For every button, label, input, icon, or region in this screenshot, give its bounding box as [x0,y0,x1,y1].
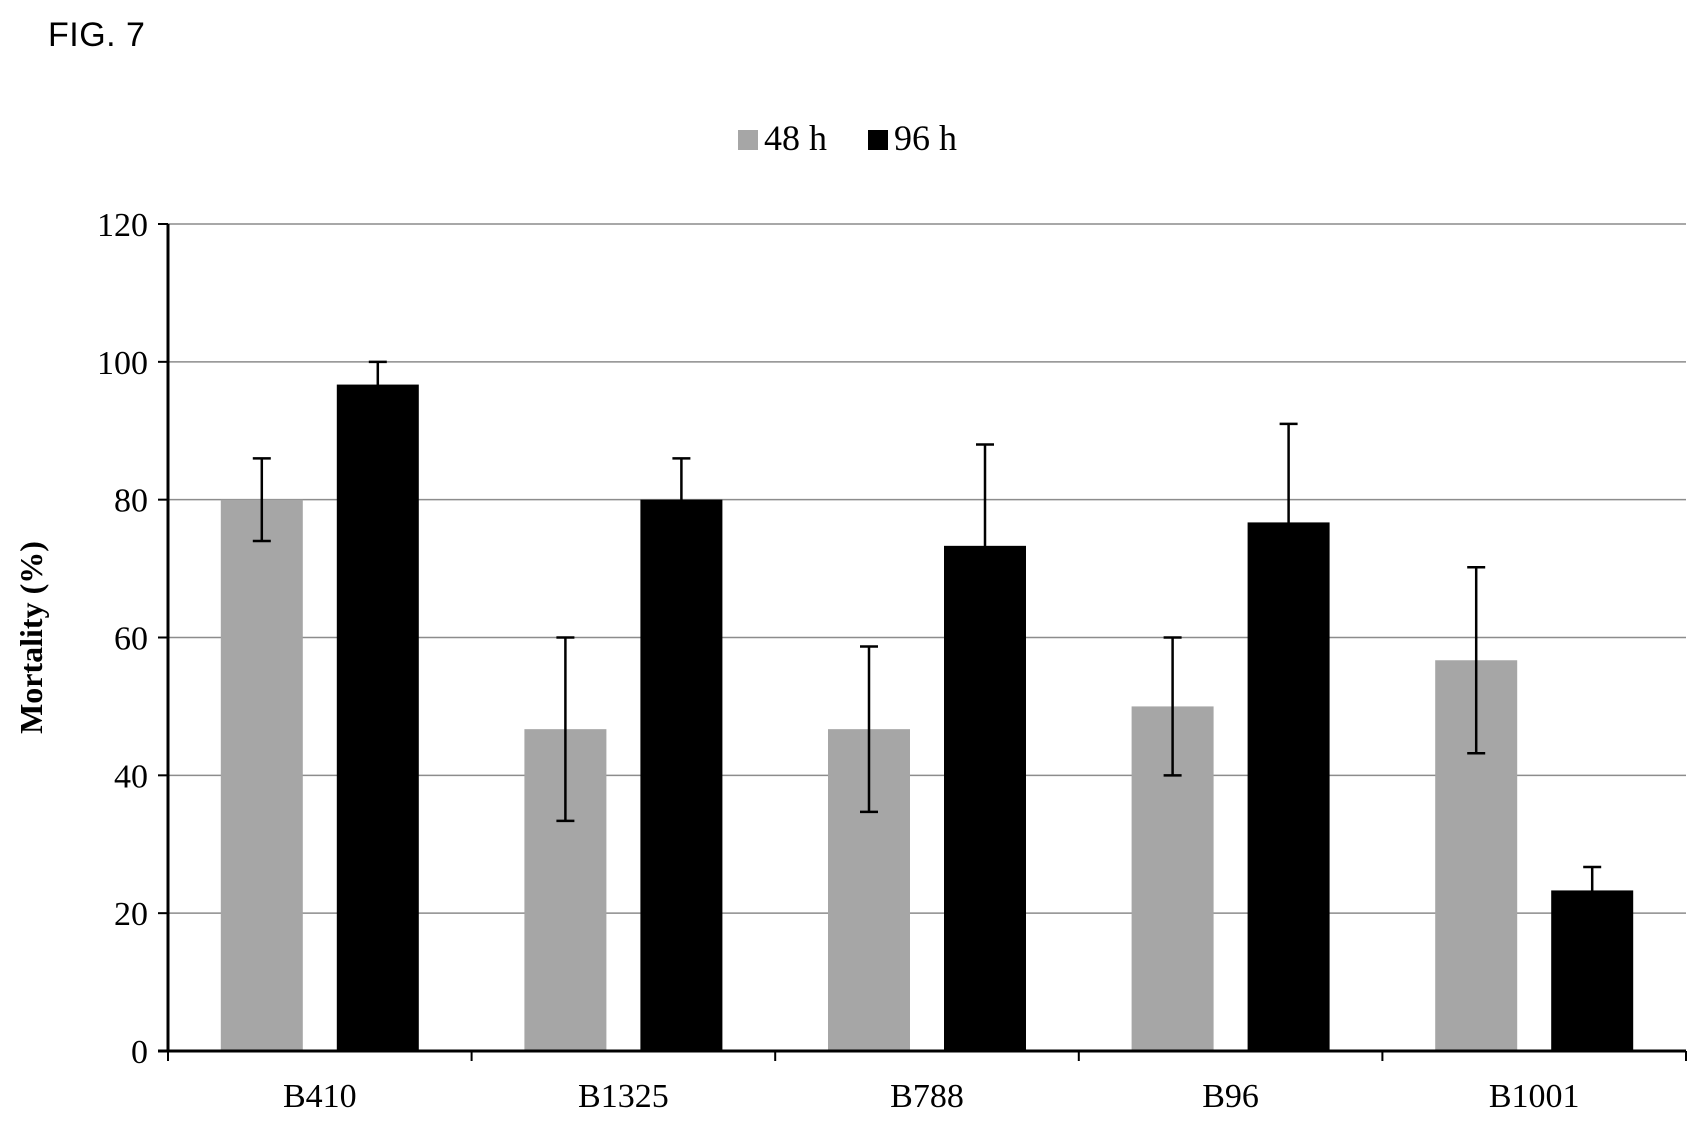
y-tick-label: 60 [114,621,148,658]
y-tick-label: 100 [97,345,148,382]
tick-labels: 0 20 40 60 80 100 120 B410 B1325 B788 B96 B1001 [97,207,1580,1115]
bar [336,384,419,1052]
y-axis-label-group: Mortality (%) [13,541,49,734]
error-bars [252,360,1602,916]
axes [158,223,1687,1061]
bars [220,384,1634,1052]
bar [1551,890,1634,1051]
grid-lines [168,223,1686,914]
y-tick-label: 40 [114,758,148,795]
y-tick-label: 120 [97,207,148,244]
bar [220,499,303,1052]
legend: 48 h 96 h [738,118,957,158]
legend-label: 48 h [764,118,827,158]
legend-label: 96 h [894,118,957,158]
x-tick-label: B96 [1202,1078,1259,1115]
x-tick-label: B1001 [1489,1078,1580,1115]
x-tick-label: B410 [283,1078,357,1115]
x-tick-label: B788 [890,1078,964,1115]
legend-swatch [868,130,888,150]
y-tick-label: 20 [114,896,148,933]
y-axis-label: Mortality (%) [13,541,49,734]
bar [640,499,723,1052]
legend-swatch [738,130,758,150]
x-tick-label: B1325 [578,1078,669,1115]
y-tick-label: 0 [131,1034,148,1071]
figure-label: FIG. 7 [48,16,146,54]
y-tick-label: 80 [114,483,148,520]
